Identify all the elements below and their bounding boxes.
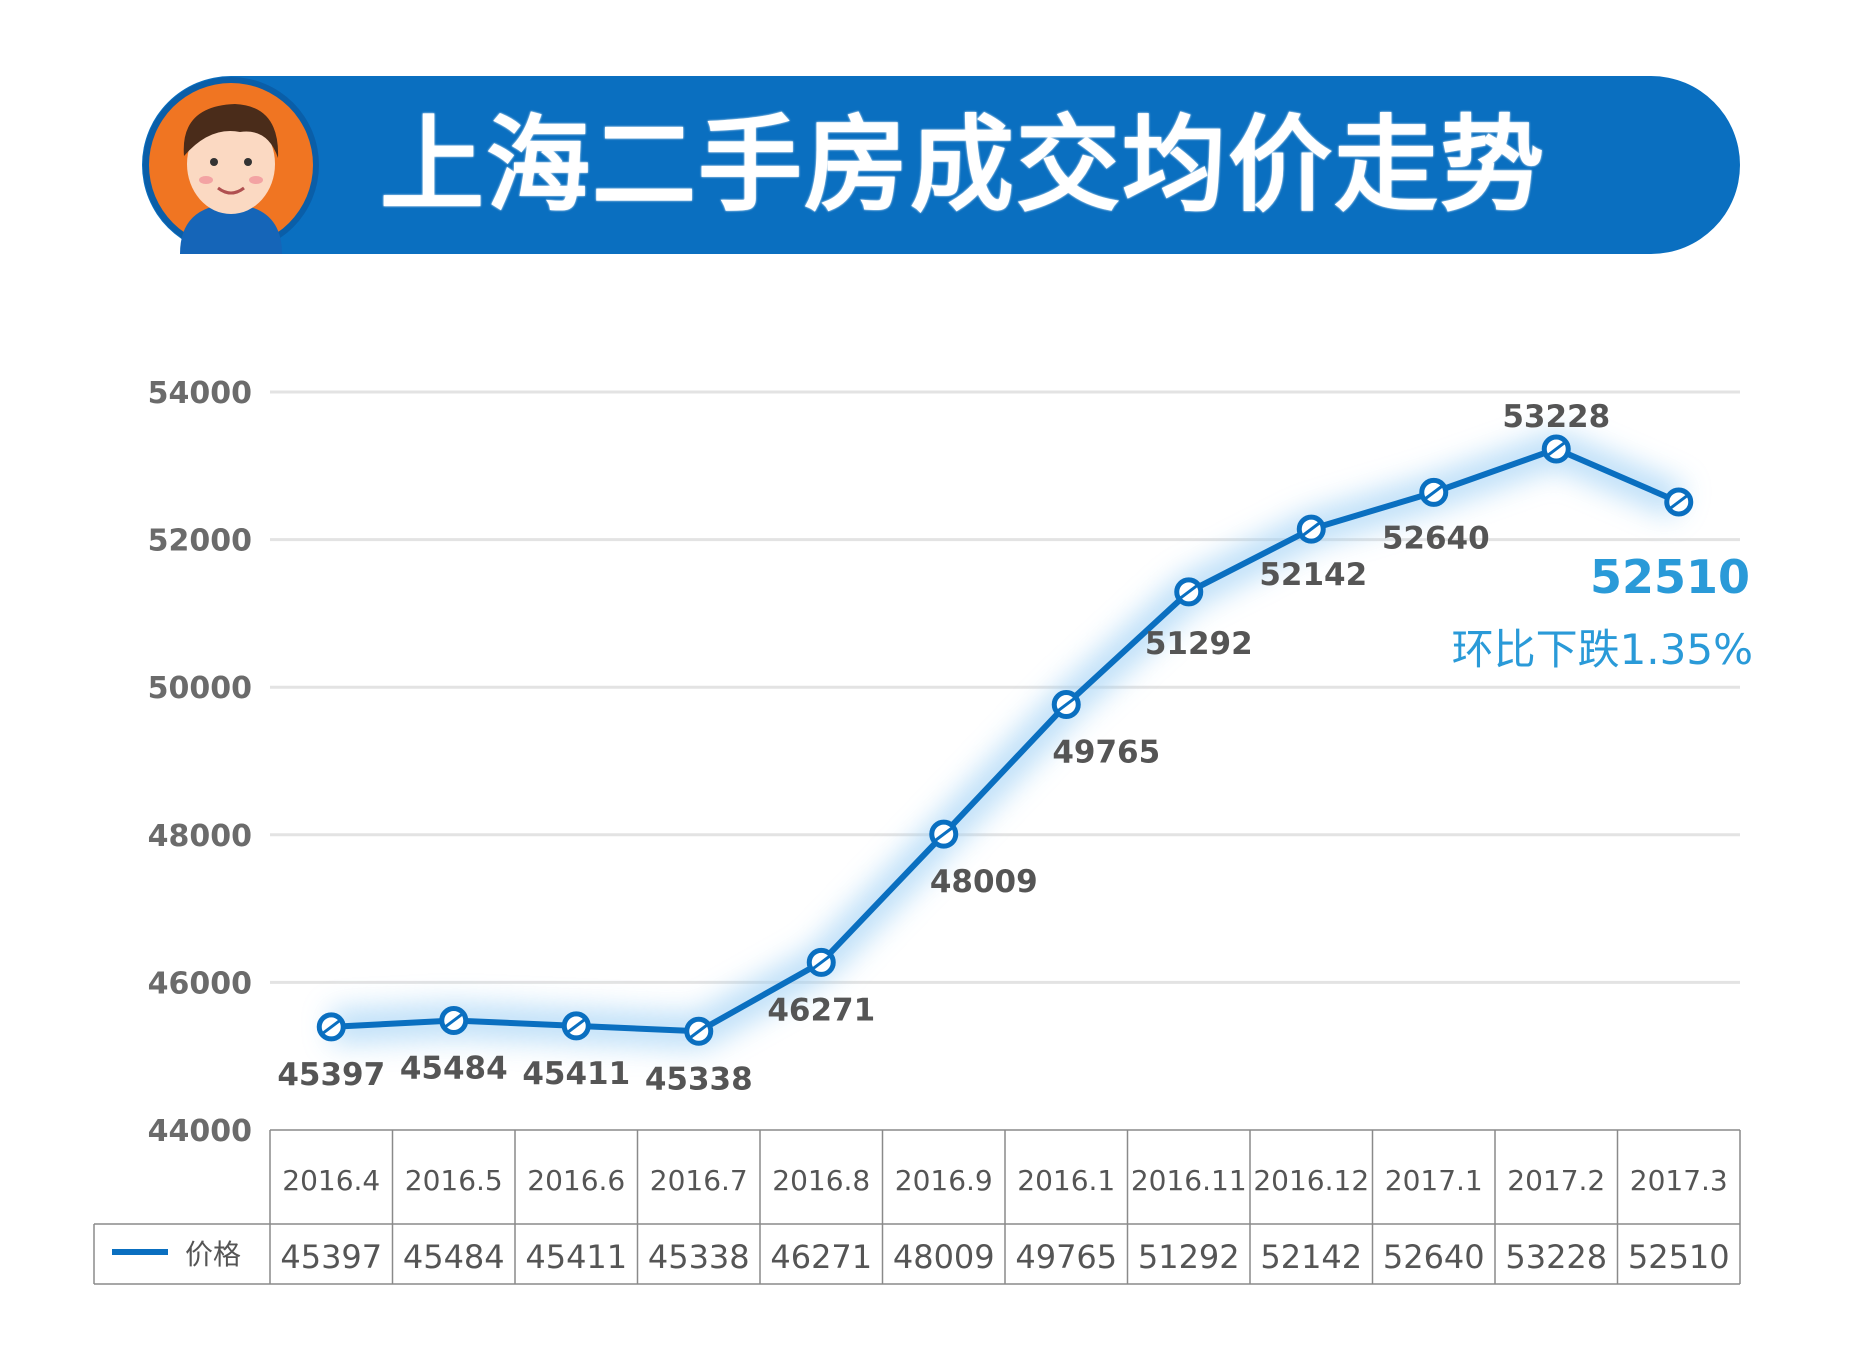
table-header-cell: 2017.1	[1385, 1164, 1483, 1197]
table-header-cell: 2016.4	[282, 1164, 380, 1197]
data-label: 51292	[1145, 626, 1253, 662]
table-header-cell: 2016.1	[1017, 1164, 1115, 1197]
table-value-cell: 51292	[1138, 1238, 1240, 1276]
table-value-cell: 45484	[403, 1238, 505, 1276]
data-label: 45338	[645, 1061, 753, 1097]
data-label: 45411	[522, 1056, 630, 1092]
table-value-cell: 45397	[280, 1238, 382, 1276]
data-point-mark	[812, 955, 831, 970]
table-value-cell: 52510	[1628, 1238, 1730, 1276]
table-value-cell: 45338	[648, 1238, 750, 1276]
table-header-cell: 2017.3	[1630, 1164, 1728, 1197]
annotation-value: 52510	[1590, 550, 1750, 604]
data-point-mark	[1302, 521, 1321, 537]
y-tick-label: 54000	[148, 376, 252, 411]
table-value-cell: 52640	[1383, 1238, 1485, 1276]
chart-title: 上海二手房成交均价走势	[380, 104, 1547, 226]
table-header-cell: 2016.9	[895, 1164, 993, 1197]
y-tick-label: 50000	[148, 671, 252, 706]
data-point-mark	[689, 1024, 708, 1039]
y-tick-label: 48000	[148, 819, 252, 854]
data-point-mark	[1669, 494, 1688, 510]
data-label: 48009	[930, 864, 1038, 900]
data-label: 46271	[767, 992, 875, 1028]
data-label: 52640	[1382, 520, 1490, 556]
table-header-cell: 2016.6	[527, 1164, 625, 1197]
data-point-mark	[567, 1018, 586, 1034]
data-point-mark	[934, 826, 953, 842]
annotation-text: 环比下跌1.35%	[1452, 625, 1753, 674]
table-value-cell: 49765	[1015, 1238, 1117, 1276]
data-point-mark	[1179, 584, 1198, 600]
data-point-mark	[322, 1019, 341, 1035]
table-header-cell: 2016.5	[405, 1164, 503, 1197]
y-tick-label: 46000	[148, 966, 252, 1001]
data-point-mark	[1424, 485, 1443, 500]
data-label: 53228	[1502, 399, 1610, 435]
table-header-cell: 2016.8	[772, 1164, 870, 1197]
table-value-cell: 53228	[1505, 1238, 1607, 1276]
data-label: 52142	[1259, 557, 1367, 593]
table-header-cell: 2017.2	[1507, 1164, 1605, 1197]
legend-label: 价格	[185, 1238, 241, 1271]
table-header-cell: 2016.11	[1131, 1164, 1247, 1197]
table-header-cell: 2016.7	[650, 1164, 748, 1197]
table-value-cell: 48009	[893, 1238, 995, 1276]
series-line	[331, 445, 1680, 1035]
data-label: 45484	[400, 1050, 508, 1086]
data-point-mark	[444, 1013, 463, 1028]
avatar-icon	[143, 77, 319, 254]
title-banner	[142, 76, 1740, 254]
y-tick-label: 52000	[148, 524, 252, 559]
table-value-cell: 45411	[525, 1238, 627, 1276]
data-point-mark	[1057, 697, 1076, 712]
table-value-cell: 52142	[1260, 1238, 1362, 1276]
data-point-mark	[1547, 441, 1566, 457]
table-value-cell: 46271	[770, 1238, 872, 1276]
data-label: 49765	[1052, 735, 1160, 771]
table-header-cell: 2016.12	[1253, 1164, 1369, 1197]
data-label: 45397	[277, 1057, 385, 1093]
y-tick-label: 44000	[148, 1114, 252, 1149]
